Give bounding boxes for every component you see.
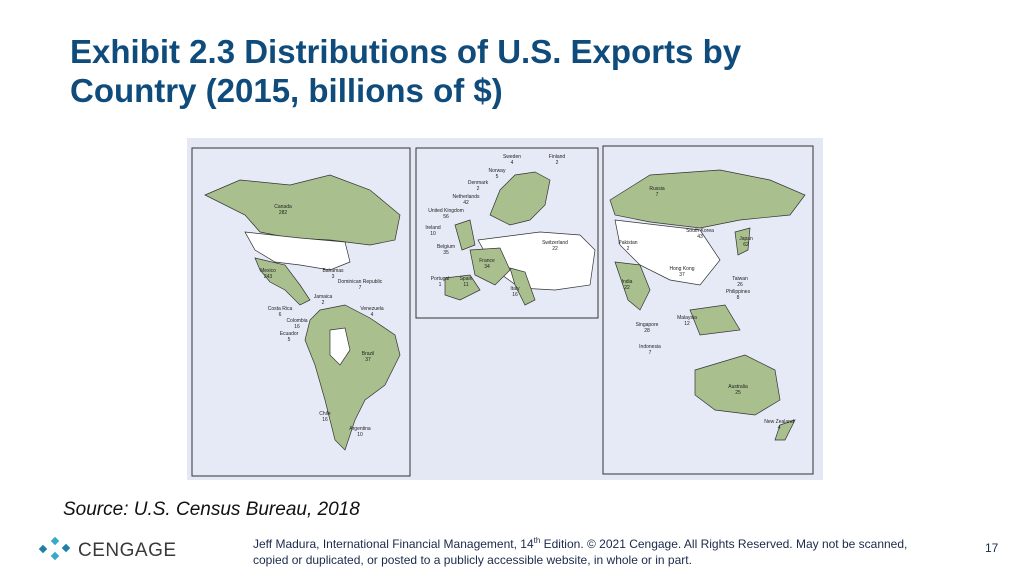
country-value: 28 <box>644 328 650 334</box>
country-name: Argentina <box>349 426 371 432</box>
country-value: 16 <box>294 324 300 330</box>
country-name: Singapore <box>636 322 659 328</box>
country-name: Spain <box>460 276 473 282</box>
country-name: Canada <box>274 204 292 210</box>
country-value: 11 <box>463 282 468 288</box>
country-name: Venezuela <box>360 306 384 312</box>
country-name: Chile <box>319 411 331 417</box>
footer-text: Edition. © 2021 Cengage. All Rights Rese… <box>540 537 907 551</box>
country-value: 6 <box>279 312 282 318</box>
country-value: 3 <box>332 274 335 280</box>
country-name: Switzerland <box>542 240 568 246</box>
country-value: 5 <box>288 337 291 343</box>
country-value: 37 <box>679 272 685 278</box>
country-name: Italy <box>510 286 520 292</box>
country-value: 4 <box>371 312 374 318</box>
country-value: 1 <box>439 282 442 288</box>
page-number: 17 <box>985 541 999 555</box>
title-line-1: Exhibit 2.3 Distributions of U.S. Export… <box>70 33 742 70</box>
title-line-2: Country (2015, billions of $) <box>70 72 503 109</box>
country-value: 56 <box>443 214 449 220</box>
country-name: Indonesia <box>639 344 661 350</box>
country-name: Belgium <box>437 244 455 250</box>
logo-text: CENGAGE <box>78 540 177 561</box>
country-value: 35 <box>443 250 449 256</box>
country-value: 26 <box>737 282 743 288</box>
country-name: India <box>622 279 633 285</box>
country-value: 2 <box>627 246 630 252</box>
country-name: Taiwan <box>732 276 748 282</box>
cengage-logo: CENGAGE <box>38 536 177 561</box>
country-name: Jamaica <box>314 294 333 300</box>
country-name: New Zealand <box>764 419 794 425</box>
country-name: Brazil <box>362 351 375 357</box>
country-value: 7 <box>649 350 652 356</box>
footer-line-2: copied or duplicated, or posted to a pub… <box>253 553 692 567</box>
country-value: 243 <box>264 274 273 280</box>
country-value: 2 <box>322 300 325 306</box>
country-value: 34 <box>484 264 490 270</box>
country-value: 7 <box>656 192 659 198</box>
country-name: Australia <box>728 384 748 390</box>
country-value: 8 <box>737 295 740 301</box>
country-name: Dominican Republic <box>338 279 383 285</box>
country-value: 4 <box>778 425 781 431</box>
country-value: 37 <box>365 357 371 363</box>
country-name: Pakistan <box>618 240 637 246</box>
country-name: United Kingdom <box>428 208 464 214</box>
country-value: 4 <box>511 160 514 166</box>
country-name: Portugal <box>431 276 450 282</box>
country-value: 16 <box>512 292 518 298</box>
map-shapes <box>191 145 814 477</box>
country-name: France <box>479 258 495 264</box>
country-value: 62 <box>743 242 749 248</box>
country-value: 22 <box>552 246 558 252</box>
country-value: 282 <box>279 210 288 216</box>
country-name: Malaysia <box>677 315 697 321</box>
footer-line-1: Jeff Madura, International Financial Man… <box>253 536 907 551</box>
country-name: Ireland <box>425 225 441 231</box>
country-value: 2 <box>556 160 559 166</box>
country-name: Sweden <box>503 154 521 160</box>
country-name: Colombia <box>286 318 307 324</box>
country-value: 16 <box>322 417 328 423</box>
footer-superscript: th <box>534 536 541 545</box>
source-note: Source: U.S. Census Bureau, 2018 <box>63 499 360 520</box>
country-name: Bahamas <box>322 268 344 274</box>
footer-text: Jeff Madura, International Financial Man… <box>253 537 534 551</box>
country-name: Norway <box>489 168 506 174</box>
country-name: South Korea <box>686 228 714 234</box>
country-value: 10 <box>430 231 436 237</box>
country-name: Denmark <box>468 180 489 186</box>
country-name: Mexico <box>260 268 276 274</box>
country-value: 43 <box>697 234 703 240</box>
country-value: 10 <box>357 432 363 438</box>
country-name: Hong Kong <box>669 266 694 272</box>
country-value: 7 <box>359 285 362 291</box>
country-value: 22 <box>624 285 630 291</box>
country-name: Russia <box>649 186 665 192</box>
country-value: 12 <box>684 321 690 327</box>
country-name: Japan <box>739 236 753 242</box>
country-name: Ecuador <box>280 331 299 337</box>
country-value: 42 <box>463 200 469 206</box>
country-name: Finland <box>549 154 566 160</box>
country-name: Philippines <box>726 289 751 295</box>
country-name: Netherlands <box>453 194 480 200</box>
country-value: 5 <box>496 174 499 180</box>
country-value: 2 <box>477 186 480 192</box>
country-name: Costa Rica <box>268 306 293 312</box>
country-value: 25 <box>735 390 741 396</box>
